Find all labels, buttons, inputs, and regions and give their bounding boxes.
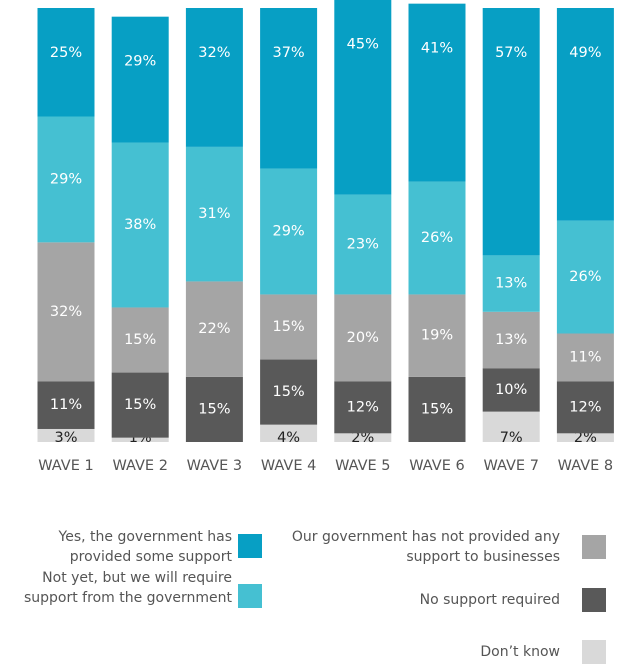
value-label: 29% [50,171,82,187]
bar-segment [408,3,466,182]
x-tick-label: WAVE 6 [409,458,464,474]
bar-segment [260,359,318,425]
legend-swatch [238,584,262,608]
x-tick-label: WAVE 3 [187,458,242,474]
bar-segment [482,8,540,256]
bar-segment [556,333,614,382]
value-label: 45% [347,36,379,52]
value-label: 15% [272,384,304,400]
legend-swatch [582,588,606,612]
bar-segment [185,281,243,377]
value-label: 13% [495,276,527,292]
value-label: 25% [50,45,82,61]
bar-segment [556,8,614,221]
value-label: 29% [124,54,156,70]
legend-swatch [238,534,262,558]
value-label: 7% [500,430,523,446]
bar-segment [334,381,392,434]
legend-swatch [582,640,606,664]
bar-segment [260,424,318,442]
value-label: 23% [347,237,379,253]
x-tick-label: WAVE 8 [558,458,613,474]
bar-segment [556,381,614,434]
bar-segment [482,255,540,312]
value-label: 15% [272,319,304,335]
bar-segment [334,194,392,295]
bar-segment [260,8,318,169]
value-label: 41% [421,41,453,57]
legend-label: Yes, the government has provided some su… [58,529,232,565]
bar-segment [408,294,466,377]
legend-label: Don’t know [480,644,560,660]
value-label: 13% [495,332,527,348]
bar-segment [334,294,392,382]
bar-segment [482,411,540,442]
bar-segment [37,242,95,382]
value-label: 3% [54,430,77,446]
value-label: 20% [347,330,379,346]
value-label: 29% [272,224,304,240]
value-label: 26% [421,230,453,246]
value-label: 19% [421,328,453,344]
bar-segment [185,8,243,147]
legend-swatch [582,535,606,559]
legend-label: Our government has not provided any supp… [291,529,560,565]
x-tick-label: WAVE 2 [112,458,167,474]
bar-segment [260,294,318,360]
value-label: 26% [569,269,601,285]
value-label: 4% [277,430,300,446]
x-tick-label: WAVE 5 [335,458,390,474]
value-label: 31% [198,206,230,222]
bar-segment [334,433,392,442]
bar-segment [334,0,392,195]
value-label: 15% [198,401,230,417]
bar-segment [260,168,318,295]
bar-segment [556,433,614,442]
value-label: 10% [495,382,527,398]
bar-segment [408,376,466,442]
value-label: 11% [569,349,601,365]
bar-segment [37,428,95,442]
bar-segment [111,16,169,143]
value-label: 12% [569,399,601,415]
legend-label: Not yet, but we will require support fro… [23,570,232,606]
bar-segment [482,368,540,412]
value-label: 15% [124,332,156,348]
value-label: 15% [421,401,453,417]
value-label: 49% [569,45,601,61]
value-label: 11% [50,397,82,413]
value-label: 12% [347,399,379,415]
value-label: 22% [198,321,230,337]
x-tick-label: WAVE 4 [261,458,316,474]
bar-segment [482,311,540,369]
bar-segment [111,142,169,308]
bar-segment [111,307,169,373]
chart: 3%11%32%29%25%WAVE 11%15%15%38%29%WAVE 2… [37,0,614,474]
bar-segment [111,437,169,442]
value-label: 32% [198,45,230,61]
bar-segment [111,372,169,438]
bar-segment [37,116,95,243]
value-label: 2% [574,430,597,446]
value-label: 32% [50,304,82,320]
x-tick-label: WAVE 7 [483,458,538,474]
bar-segment [556,220,614,334]
value-label: 38% [124,217,156,233]
bar-segment [37,8,95,117]
value-label: 15% [124,397,156,413]
value-label: 37% [272,45,304,61]
bar-segment [37,381,95,429]
value-label: 2% [351,430,374,446]
bar-segment [185,146,243,282]
x-tick-label: WAVE 1 [38,458,93,474]
value-label: 57% [495,45,527,61]
legend-label: No support required [419,592,560,608]
bar-segment [408,181,466,295]
bar-segment [185,376,243,442]
